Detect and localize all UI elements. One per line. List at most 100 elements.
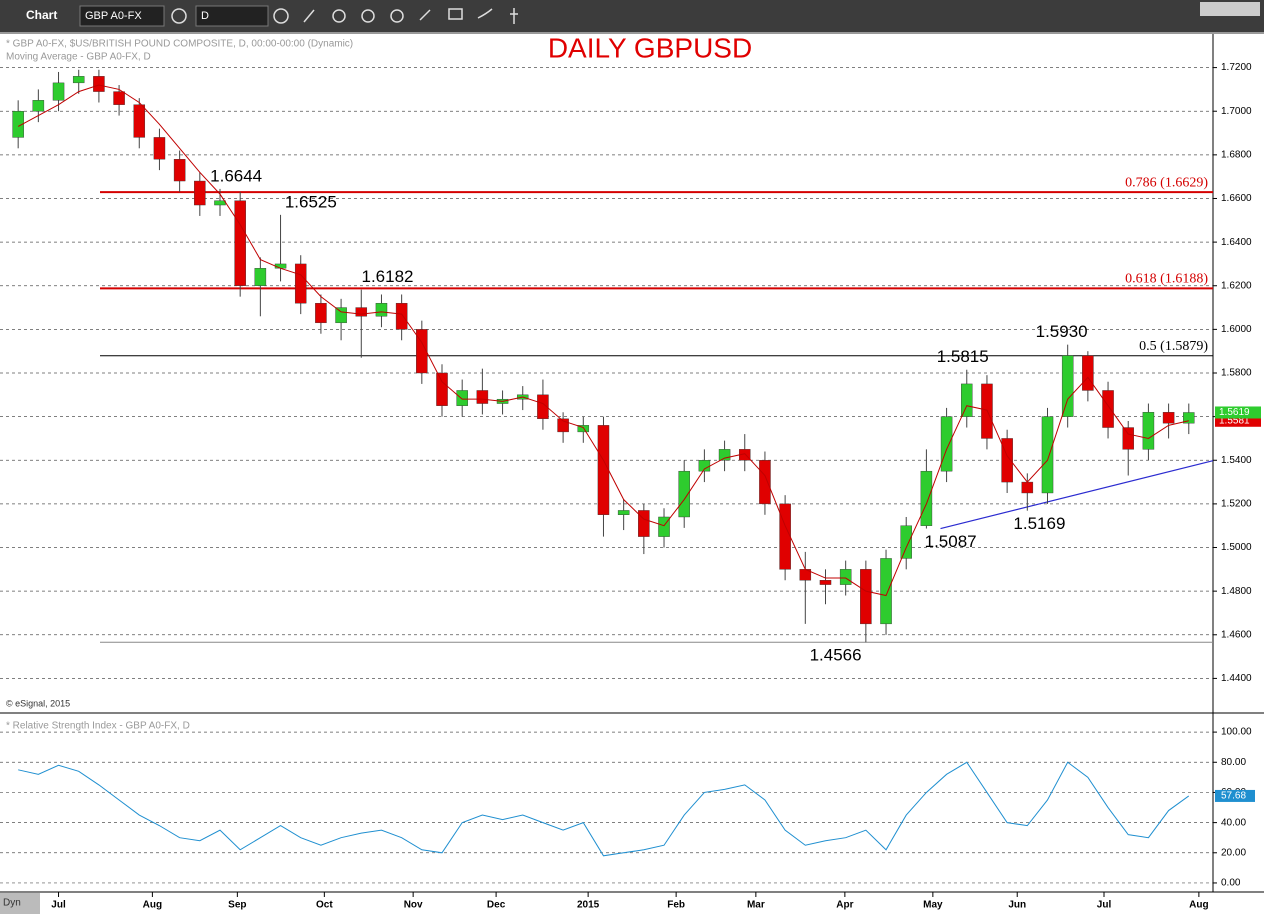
candle-body	[416, 329, 428, 374]
candle-body	[597, 425, 610, 515]
y-tick-label: 1.6000	[1221, 324, 1252, 335]
candle-body	[113, 91, 125, 105]
price-annotation: 1.6525	[285, 192, 337, 211]
candle-body	[880, 558, 892, 625]
candle-body	[1001, 438, 1013, 483]
candle-body	[658, 516, 670, 537]
candle-body	[1082, 355, 1094, 391]
y-tick-label: 1.4800	[1221, 586, 1252, 597]
candle-body	[557, 418, 569, 433]
y-tick-label: 1.5800	[1221, 368, 1252, 379]
study-label: Moving Average - GBP A0-FX, D	[6, 52, 151, 63]
level-label: 0.786 (1.6629)	[1125, 175, 1208, 190]
x-tick-label: Mar	[747, 900, 765, 911]
rsi-tag-label: 57.68	[1221, 791, 1246, 802]
candle-body	[839, 569, 852, 585]
separator	[0, 32, 1264, 34]
candle-body	[678, 470, 690, 518]
y-tick-label: 1.6200	[1221, 280, 1252, 291]
interval[interactable]: D	[201, 10, 209, 22]
candle-body	[900, 525, 912, 559]
level-label: 0.618 (1.6188)	[1125, 272, 1208, 287]
candle-body	[52, 82, 65, 101]
x-tick-label: Dec	[487, 900, 506, 911]
candle-body	[194, 180, 206, 206]
chart-subtitle: * GBP A0-FX, $US/BRITISH POUND COMPOSITE…	[6, 39, 353, 50]
candle-body	[355, 307, 368, 317]
y-tick-label: 1.4600	[1221, 629, 1252, 640]
y-tick-label: 1.5000	[1221, 542, 1252, 553]
candle-body	[93, 76, 105, 92]
candle-body	[375, 302, 388, 317]
candle-body	[718, 449, 731, 461]
candle-body	[860, 569, 872, 625]
price-annotation: 1.4566	[810, 646, 862, 665]
candle-body	[1041, 416, 1054, 494]
price-annotation: 1.5169	[1013, 514, 1065, 533]
x-tick-label: Nov	[404, 900, 423, 911]
candle-body	[577, 425, 590, 433]
x-tick-label: Oct	[316, 900, 333, 911]
candle-body	[214, 200, 226, 206]
y-tick-label: 0.00	[1221, 878, 1241, 889]
x-tick-label: Feb	[667, 900, 685, 911]
rsi-tag	[1215, 789, 1255, 802]
y-tick-label: 80.00	[1221, 757, 1246, 768]
candle-body	[315, 302, 327, 324]
candle-body	[1142, 412, 1155, 450]
x-tick-label: May	[923, 900, 943, 911]
candle-body	[1102, 390, 1114, 428]
candle-body	[133, 104, 146, 138]
candle-body	[961, 383, 973, 417]
rsi-line	[18, 761, 1190, 857]
candle-body	[940, 416, 953, 472]
candle-body	[638, 510, 650, 537]
x-tick-label: Sep	[228, 900, 246, 911]
candle-body	[1183, 412, 1195, 424]
price-tag-label: 1.5581	[1219, 415, 1250, 426]
window-buttons[interactable]	[1200, 2, 1260, 16]
candle-body	[395, 302, 408, 330]
y-tick-label: 1.5200	[1221, 499, 1252, 510]
candle-body	[335, 307, 347, 324]
candle-body	[234, 200, 246, 286]
candle-body	[456, 390, 468, 406]
level-label: 0.5 (1.5879)	[1139, 339, 1208, 354]
x-tick-label: Jul	[1097, 900, 1112, 911]
price-annotation: 1.5087	[925, 532, 977, 551]
price-annotation: 1.5815	[937, 347, 989, 366]
y-tick-label: 1.7000	[1221, 106, 1252, 117]
y-tick-label: 1.4400	[1221, 673, 1252, 684]
status-box	[0, 893, 40, 914]
toolbar-icons[interactable]	[171, 8, 518, 24]
y-tick-label: 40.00	[1221, 817, 1246, 828]
y-tick-label: 1.6400	[1221, 237, 1252, 248]
price-tag-label: 1.5619	[1219, 407, 1250, 418]
x-tick-label: Apr	[836, 900, 853, 911]
candle-body	[12, 111, 24, 138]
candle-body	[476, 390, 489, 404]
candle-body	[1122, 427, 1134, 450]
copyright: © eSignal, 2015	[6, 698, 70, 708]
x-tick-label: Aug	[143, 900, 162, 911]
y-tick-label: 1.6800	[1221, 149, 1252, 160]
rsi-title: * Relative Strength Index - GBP A0-FX, D	[6, 721, 190, 732]
price-annotation: 1.6644	[210, 166, 262, 185]
candle-body	[32, 100, 45, 112]
candle-body	[1021, 481, 1034, 494]
symbol-box[interactable]	[79, 5, 165, 27]
symbol[interactable]: GBP A0-FX	[85, 10, 142, 22]
y-tick-label: 1.6600	[1221, 193, 1252, 204]
price-annotation: 1.6182	[362, 267, 414, 286]
candle-body	[759, 460, 771, 505]
y-tick-label: 20.00	[1221, 847, 1246, 858]
candle-body	[294, 263, 307, 304]
x-tick-label: 2015	[577, 900, 600, 911]
candle-body	[779, 503, 791, 570]
x-tick-label: Aug	[1189, 900, 1208, 911]
y-tick-label: 1.7200	[1221, 62, 1252, 73]
candle-body	[617, 510, 630, 515]
candle-body	[436, 372, 448, 406]
interval-box[interactable]	[195, 5, 269, 27]
candle-body	[173, 159, 186, 182]
